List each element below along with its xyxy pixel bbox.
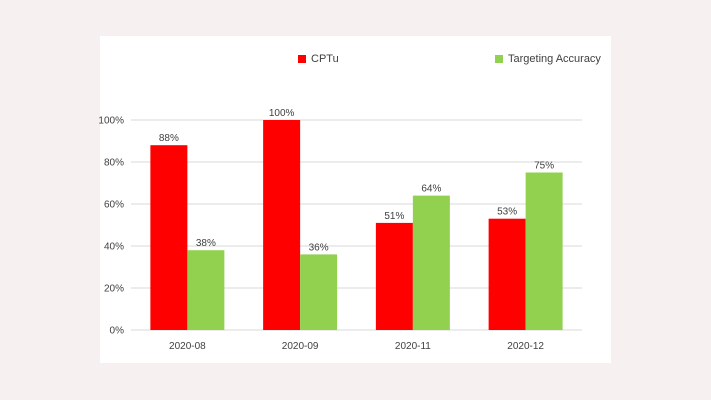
data-label: 51% xyxy=(384,211,404,222)
x-axis: 2020-08 2020-09 2020-11 2020-12 xyxy=(169,341,544,352)
y-tick-label: 80% xyxy=(104,158,124,169)
bars xyxy=(150,120,563,330)
bar xyxy=(187,250,225,330)
legend-label-targeting-accuracy: Targeting Accuracy xyxy=(508,53,601,65)
data-label: 100% xyxy=(269,108,295,119)
bar xyxy=(263,120,301,330)
y-tick-label: 0% xyxy=(110,326,125,337)
legend-item-cptu: CPTu xyxy=(298,53,339,65)
data-label: 36% xyxy=(309,242,329,253)
x-tick-label: 2020-09 xyxy=(282,341,319,352)
bar xyxy=(488,218,526,330)
bar xyxy=(525,172,563,330)
y-tick-label: 100% xyxy=(98,116,124,127)
data-label: 88% xyxy=(159,133,179,144)
bar xyxy=(375,222,413,330)
y-tick-label: 60% xyxy=(104,200,124,211)
y-tick-label: 20% xyxy=(104,284,124,295)
data-label: 64% xyxy=(421,184,441,195)
y-axis: 0% 20% 40% 60% 80% 100% xyxy=(98,116,124,337)
legend-label-cptu: CPTu xyxy=(311,53,339,65)
bar xyxy=(150,145,188,330)
x-tick-label: 2020-12 xyxy=(507,341,544,352)
x-tick-label: 2020-08 xyxy=(169,341,206,352)
x-tick-label: 2020-11 xyxy=(395,341,431,352)
legend-item-targeting-accuracy: Targeting Accuracy xyxy=(495,53,601,65)
data-label: 75% xyxy=(534,161,554,172)
bar xyxy=(412,195,450,330)
y-tick-label: 40% xyxy=(104,242,124,253)
data-label: 53% xyxy=(497,207,517,218)
legend-swatch-cptu xyxy=(298,55,306,63)
legend-swatch-targeting-accuracy xyxy=(495,55,503,63)
data-labels: 88% 38% 100% 36% 51% 64% 53% 75% xyxy=(159,108,554,253)
data-label: 38% xyxy=(196,238,216,249)
bar xyxy=(300,254,338,330)
